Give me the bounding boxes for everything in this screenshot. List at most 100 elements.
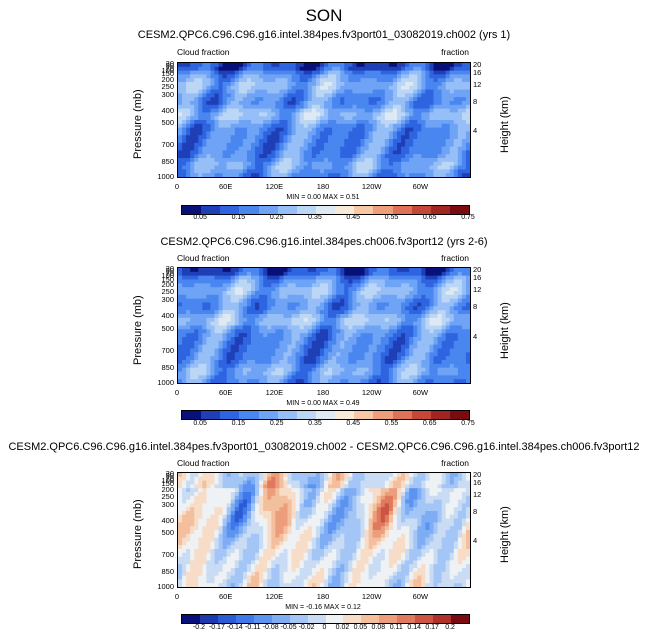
field-cell	[190, 484, 195, 489]
field-cell	[186, 356, 191, 361]
field-cell	[311, 89, 317, 94]
field-cell	[380, 375, 386, 380]
field-cell	[441, 161, 447, 167]
field-cell	[336, 165, 341, 170]
field-cell	[246, 356, 252, 361]
field-cell	[437, 476, 443, 482]
field-cell	[429, 173, 435, 177]
field-cell	[267, 298, 272, 304]
field-cell	[190, 82, 195, 87]
field-cell	[186, 89, 191, 94]
field-cell	[340, 123, 345, 129]
field-cell	[238, 325, 244, 330]
field-cell	[364, 275, 370, 281]
field-cell	[246, 150, 252, 155]
field-cell	[433, 480, 439, 485]
field-cell	[287, 375, 293, 380]
field-cell	[461, 85, 467, 91]
field-cell	[287, 66, 293, 72]
field-cell	[186, 476, 191, 482]
field-cell	[222, 158, 228, 163]
field-cell	[315, 488, 321, 493]
field-cell	[437, 488, 443, 493]
field-cell	[421, 363, 426, 369]
field-cell	[222, 104, 228, 110]
field-cell	[291, 142, 297, 148]
field-cell	[218, 112, 224, 117]
field-cell	[295, 352, 301, 357]
field-cell	[401, 340, 406, 346]
field-cell	[336, 333, 341, 338]
field-cell	[311, 302, 317, 307]
field-cell	[457, 291, 463, 296]
field-cell	[409, 348, 414, 353]
field-cell	[397, 333, 402, 338]
field-cell	[279, 337, 285, 342]
y-right-tick-label: 20	[473, 265, 482, 275]
field-cell	[242, 123, 248, 129]
field-cell	[445, 325, 451, 330]
field-cell	[230, 97, 236, 102]
field-cell	[401, 480, 406, 485]
field-cell	[194, 70, 199, 75]
field-cell	[214, 306, 220, 311]
field-cell	[178, 116, 183, 121]
field-cell	[186, 360, 191, 365]
field-cell	[372, 108, 378, 113]
field-cell	[226, 70, 232, 75]
field-cell	[368, 344, 374, 350]
field-cell	[328, 85, 333, 91]
field-cell	[437, 78, 443, 83]
field-cell	[238, 85, 244, 91]
field-cell	[360, 314, 366, 319]
field-cell	[324, 271, 329, 277]
field-cell	[194, 488, 199, 493]
field-cell	[238, 112, 244, 117]
field-cell	[230, 333, 236, 338]
field-cell	[429, 356, 435, 361]
field-cell	[409, 268, 414, 273]
field-cell	[392, 298, 398, 304]
field-cell	[206, 379, 212, 383]
field-cell	[376, 165, 382, 170]
field-cell	[234, 348, 240, 353]
field-cell	[311, 108, 317, 113]
field-cell	[307, 150, 313, 155]
field-cell	[433, 89, 439, 94]
field-cell	[226, 294, 232, 300]
field-cell	[401, 275, 406, 281]
field-cell	[299, 165, 305, 170]
field-cell	[360, 63, 366, 68]
field-cell	[259, 375, 264, 380]
field-cell	[275, 287, 280, 292]
field-cell	[303, 116, 309, 121]
field-cell	[238, 371, 244, 376]
field-cell	[190, 333, 195, 338]
field-cell	[453, 317, 459, 323]
field-cell	[437, 325, 443, 330]
field-cell	[182, 363, 187, 369]
field-cell	[230, 85, 236, 91]
colorbar-swatch	[430, 411, 450, 419]
field-cell	[332, 165, 337, 170]
field-cell	[417, 127, 422, 132]
field-cell	[299, 499, 305, 504]
field-cell	[397, 379, 402, 383]
field-cell	[299, 367, 305, 373]
field-cell	[295, 154, 301, 159]
field-cell	[376, 371, 382, 376]
field-cell	[295, 298, 301, 304]
field-cell	[332, 85, 337, 91]
field-cell	[344, 473, 349, 478]
field-cell	[222, 287, 228, 292]
field-cell	[178, 104, 183, 110]
field-cell	[319, 89, 325, 94]
field-cell	[299, 480, 305, 485]
field-cell	[194, 371, 199, 376]
field-cell	[340, 120, 345, 125]
field-cell	[263, 495, 268, 501]
field-cell	[263, 112, 268, 117]
field-cell	[445, 139, 451, 144]
field-cell	[340, 283, 345, 288]
field-cell	[376, 112, 382, 117]
